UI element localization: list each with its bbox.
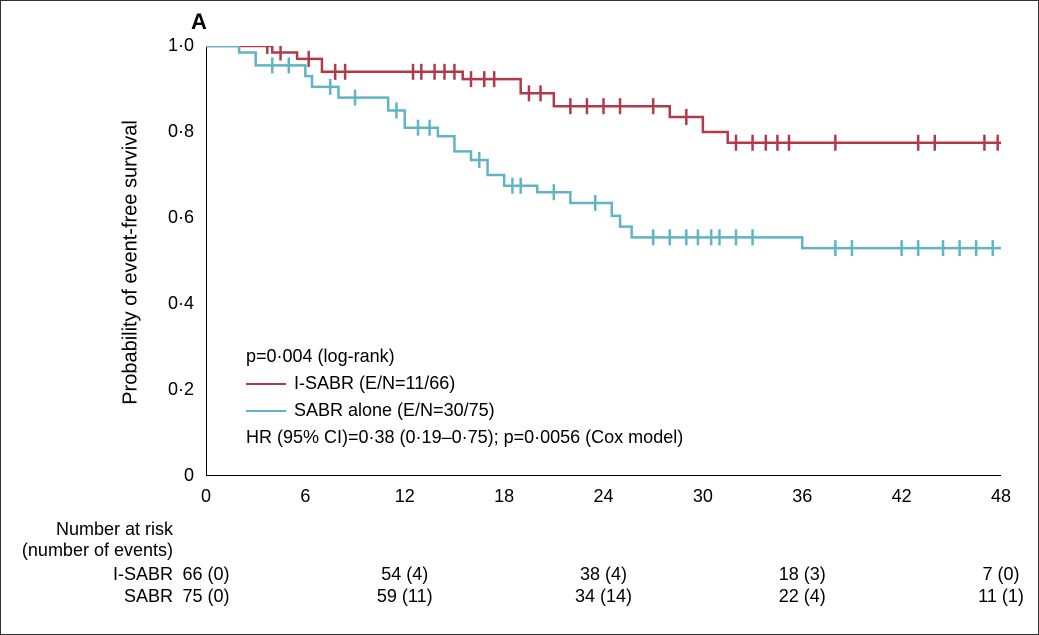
hr-text: HR (95% CI)=0·38 (0·19–0·75); p=0·0056 (… — [246, 427, 683, 448]
x-tick-label: 24 — [584, 486, 624, 507]
y-tick-label: 0·4 — [144, 293, 194, 314]
x-tick-label: 48 — [981, 486, 1021, 507]
x-tick-label: 0 — [186, 486, 226, 507]
risk-cell: 7 (0) — [961, 564, 1039, 585]
risk-cell: 11 (1) — [961, 586, 1039, 607]
y-axis-label: Probability of event-free survival — [120, 113, 143, 413]
isabr-legend-label: I-SABR (E/N=11/66) — [294, 373, 455, 394]
y-tick-label: 1·0 — [144, 35, 194, 56]
risk-header-line1: Number at risk — [56, 519, 173, 539]
y-tick-label: 0·8 — [144, 121, 194, 142]
risk-table-header: Number at risk (number of events) — [3, 519, 173, 560]
x-tick-label: 18 — [484, 486, 524, 507]
risk-header-line2: (number of events) — [22, 540, 173, 560]
legend-hr-text: HR (95% CI)=0·38 (0·19–0·75); p=0·0056 (… — [246, 427, 683, 448]
risk-cell: 59 (11) — [365, 586, 445, 607]
y-tick-label: 0 — [144, 465, 194, 486]
sabr-legend-label: SABR alone (E/N=30/75) — [294, 400, 495, 421]
risk-row-label-isabr: I-SABR — [3, 564, 173, 585]
sabr-swatch — [246, 410, 286, 412]
x-tick-label: 6 — [285, 486, 325, 507]
figure-container: A Probability of event-free survival 0 0·… — [0, 0, 1039, 635]
y-tick-label: 0·6 — [144, 207, 194, 228]
risk-cell: 54 (4) — [365, 564, 445, 585]
p-value-text: p=0·004 (log-rank) — [246, 346, 395, 367]
risk-cell: 66 (0) — [166, 564, 246, 585]
risk-cell: 18 (3) — [762, 564, 842, 585]
x-tick-label: 42 — [882, 486, 922, 507]
risk-cell: 22 (4) — [762, 586, 842, 607]
isabr-swatch — [246, 383, 286, 385]
risk-row-label-sabr: SABR — [3, 586, 173, 607]
x-tick-label: 36 — [782, 486, 822, 507]
legend-isabr: I-SABR (E/N=11/66) — [246, 373, 455, 394]
risk-cell: 38 (4) — [564, 564, 644, 585]
legend-sabr: SABR alone (E/N=30/75) — [246, 400, 495, 421]
risk-cell: 75 (0) — [166, 586, 246, 607]
legend-p-text: p=0·004 (log-rank) — [246, 346, 395, 367]
panel-label: A — [191, 9, 207, 35]
x-tick-label: 30 — [683, 486, 723, 507]
x-tick-label: 12 — [385, 486, 425, 507]
y-tick-label: 0·2 — [144, 379, 194, 400]
risk-cell: 34 (14) — [564, 586, 644, 607]
